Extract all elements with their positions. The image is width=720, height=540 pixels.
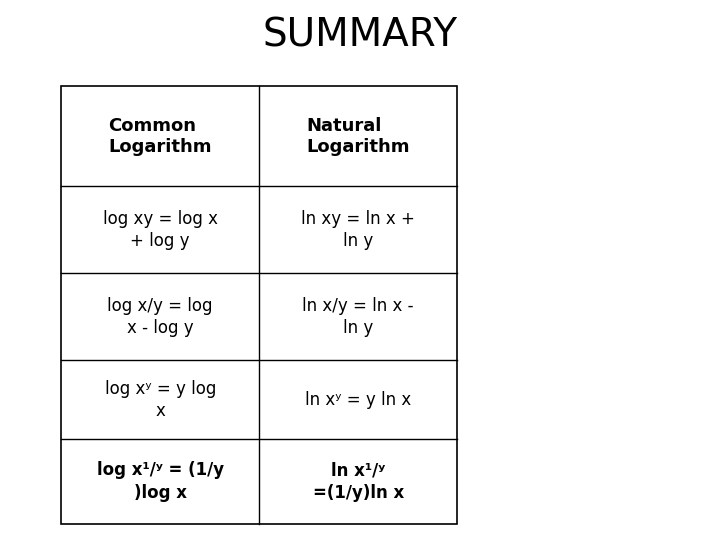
Text: ln x¹/ʸ
=(1/y)ln x: ln x¹/ʸ =(1/y)ln x — [312, 462, 404, 502]
Text: log x¹/ʸ = (1/y
)log x: log x¹/ʸ = (1/y )log x — [96, 462, 224, 502]
Text: log xy = log x
+ log y: log xy = log x + log y — [103, 210, 217, 249]
Text: SUMMARY: SUMMARY — [262, 16, 458, 54]
Text: Natural
Logarithm: Natural Logarithm — [307, 117, 410, 156]
Text: ln x/y = ln x -
ln y: ln x/y = ln x - ln y — [302, 296, 414, 337]
Text: Common
Logarithm: Common Logarithm — [109, 117, 212, 156]
Bar — [61, 86, 457, 524]
Text: ln xʸ = y ln x: ln xʸ = y ln x — [305, 391, 411, 409]
Text: log x/y = log
x - log y: log x/y = log x - log y — [107, 296, 213, 337]
Text: ln xy = ln x +
ln y: ln xy = ln x + ln y — [301, 210, 415, 249]
Text: log xʸ = y log
x: log xʸ = y log x — [104, 380, 216, 420]
